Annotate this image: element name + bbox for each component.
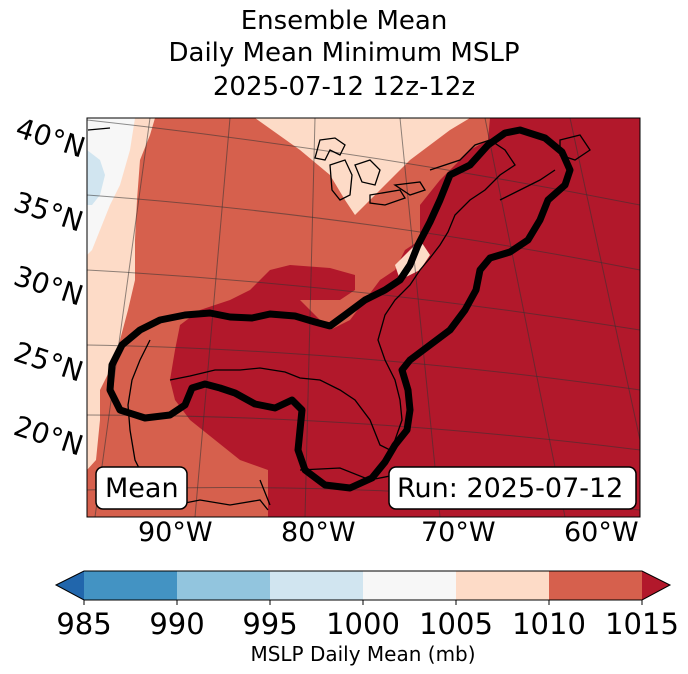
colorbar-tick-1005: 1005: [419, 607, 493, 641]
field-990-995: [87, 150, 105, 205]
title-line-1: Ensemble Mean: [240, 6, 448, 36]
map-area: [87, 118, 640, 517]
colorbar-bin-995-1000: [270, 571, 363, 600]
map-frame: [86, 117, 641, 518]
colorbar-tick-1015: 1015: [605, 607, 679, 641]
colorbar-bin-990-995: [177, 571, 270, 600]
lon-label-60w: 60°W: [564, 517, 639, 548]
field-995-1000: [87, 118, 135, 255]
title-line-2: Daily Mean Minimum MSLP: [168, 38, 520, 68]
colorbar-extend-low: [56, 571, 84, 600]
colorbar-tick-985: 985: [56, 607, 111, 641]
lon-label-80w: 80°W: [281, 517, 356, 548]
colorbar-bin-985-990: [84, 571, 177, 600]
lat-label-25: 25°N: [10, 335, 87, 388]
colorbar-bin-1000-1005: [363, 571, 456, 600]
lat-label-35: 35°N: [10, 185, 87, 238]
lat-label-40: 40°N: [12, 111, 89, 164]
annotation-mean: Mean: [95, 466, 188, 510]
colorbar-tick-1010: 1010: [512, 607, 586, 641]
field-1000-1005-east: [255, 118, 470, 215]
colorbar-extend-high: [642, 571, 670, 600]
lon-label-70w: 70°W: [421, 517, 496, 548]
annotation-run: Run: 2025-07-12: [388, 466, 637, 510]
field-1005-1010: [87, 118, 490, 517]
colorbar: 985 990 995 1000 1005 1010 1015 MSLP Dai…: [54, 570, 679, 666]
colorbar-bin-1010-1015: [549, 571, 642, 600]
colorbar-tick-marks: [83, 600, 643, 605]
lon-label-90w: 90°W: [138, 517, 213, 548]
colorbar-tick-1000: 1000: [326, 607, 400, 641]
contour-line: [106, 126, 574, 492]
colorbar-tick-990: 990: [149, 607, 204, 641]
lat-label-30: 30°N: [10, 259, 87, 312]
colorbar-label: MSLP Daily Mean (mb): [250, 642, 475, 666]
annotation-run-text: Run: 2025-07-12: [397, 473, 623, 504]
annotation-mean-text: Mean: [105, 473, 179, 504]
lat-label-20: 20°N: [10, 409, 87, 462]
colorbar-tick-995: 995: [242, 607, 297, 641]
colorbar-bin-1005-1010: [456, 571, 549, 600]
title-line-3: 2025-07-12 12z-12z: [212, 72, 476, 102]
